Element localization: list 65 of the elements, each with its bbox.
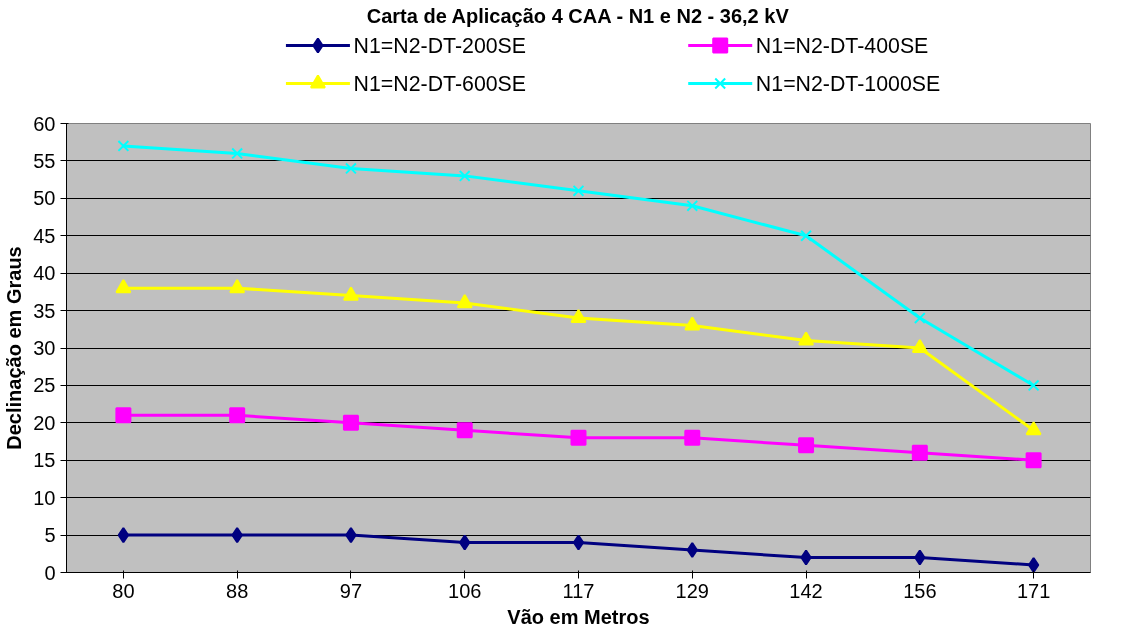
point [115,407,132,424]
point [798,437,815,454]
point [800,229,813,242]
point [911,444,928,461]
y-tick-label: 60 [33,112,56,135]
y-tick-label: 55 [33,149,56,172]
y-tick-label: 0 [44,561,56,584]
point [911,338,928,354]
point [684,429,701,446]
y-tick-label: 35 [33,299,56,322]
point [456,422,473,439]
point [1025,421,1042,436]
point [117,527,130,544]
point [572,184,585,197]
y-tick-label: 5 [44,524,56,547]
legend-label: N1=N2-DT-200SE [353,33,527,58]
y-tick-label: 25 [33,374,56,397]
legend-label: N1=N2-DT-400SE [755,33,929,58]
point [458,169,471,182]
point [229,279,246,294]
point [231,147,244,160]
y-tick-label: 45 [33,224,56,247]
point [345,527,357,544]
point [686,199,699,212]
point [570,429,587,446]
x-tick-label: 88 [226,579,249,602]
point [1027,557,1040,573]
x-tick-label: 142 [789,579,823,602]
y-tick-label: 10 [33,486,56,509]
x-tick-label: 117 [562,579,595,602]
y-tick-label: 30 [33,337,56,359]
point [342,286,359,301]
point [686,542,698,559]
point [570,308,587,324]
point [913,312,926,325]
x-axis-title: Vão em Metros [507,605,650,628]
x-tick-label: 97 [339,579,363,602]
point [684,316,701,331]
legend-label: N1=N2-DT-600SE [353,71,527,96]
legend-label: N1=N2-DT-1000SE [755,71,941,96]
x-tick-label: 106 [448,579,482,602]
y-tick-label: 40 [33,262,56,285]
point [1027,379,1040,392]
y-tick-label: 20 [33,411,56,434]
point [798,331,815,346]
x-tick-label: 171 [1016,579,1051,602]
point [115,279,132,294]
x-tick-label: 129 [675,579,709,602]
point [342,414,359,431]
y-tick-label: 15 [33,449,56,472]
y-tick-label: 50 [33,187,56,210]
point [459,534,471,551]
point [344,162,357,175]
point [117,140,130,152]
point [229,407,246,424]
x-tick-label: 156 [903,579,937,602]
point [914,549,926,566]
point [456,294,473,309]
x-tick-label: 80 [112,579,135,602]
chart-title: Carta de Aplicação 4 CAA - N1 e N2 - 36,2 kV [366,4,790,27]
y-axis-title: Declinação em Graus [3,246,26,450]
point [231,527,243,544]
point [572,534,585,551]
point [1025,452,1042,469]
point [800,549,812,566]
